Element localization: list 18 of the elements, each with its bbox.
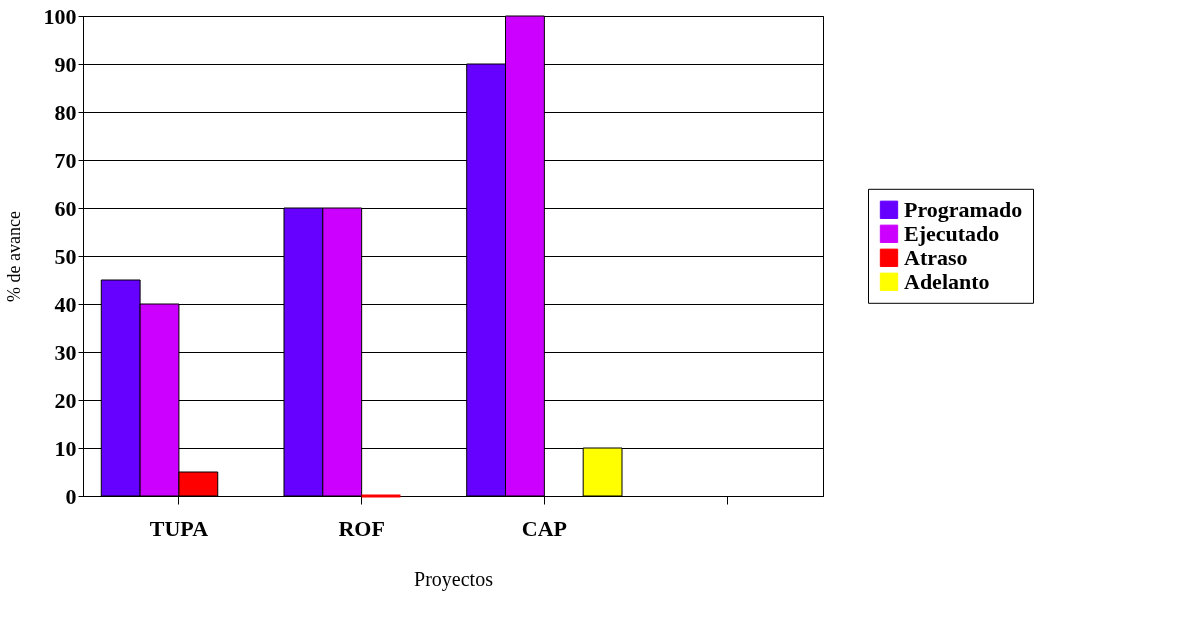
- legend-label: Programado: [904, 196, 1023, 222]
- y-axis-title: % de avance: [3, 211, 24, 302]
- y-tick-label: 100: [43, 3, 77, 29]
- y-tick-label: 10: [54, 435, 77, 461]
- x-tick-label: ROF: [338, 515, 385, 541]
- y-tick-label: 70: [54, 147, 77, 173]
- y-tick-label: 80: [54, 99, 77, 125]
- x-tick-label: TUPA: [149, 515, 209, 541]
- y-tick-label: 90: [54, 51, 77, 77]
- legend-label: Adelanto: [904, 268, 990, 294]
- y-tick-label: 30: [54, 339, 77, 365]
- x-axis-title: Proyectos: [414, 567, 494, 591]
- y-tick-label: 40: [54, 291, 77, 317]
- y-tick-label: 50: [54, 243, 77, 269]
- x-tick-label: CAP: [521, 515, 567, 541]
- y-tick-label: 0: [65, 483, 77, 509]
- y-tick-label: 20: [54, 387, 77, 413]
- y-tick-label: 60: [54, 195, 77, 221]
